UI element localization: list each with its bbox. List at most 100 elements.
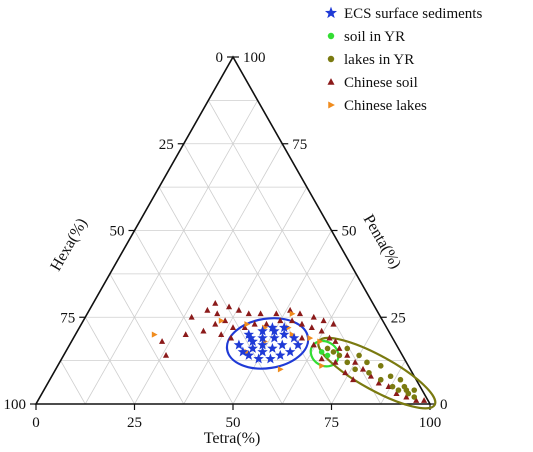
point-ecs-surface-sediments	[237, 346, 249, 357]
point-chinese-soil	[159, 338, 166, 344]
point-ecs-surface-sediments	[292, 339, 304, 350]
point-chinese-soil	[413, 397, 420, 403]
tick-label-tetra: 25	[127, 415, 142, 431]
point-ecs-surface-sediments	[278, 322, 290, 333]
point-chinese-lakes	[218, 317, 225, 324]
point-chinese-soil	[344, 352, 351, 358]
point-chinese-soil	[318, 355, 325, 362]
tick-label-penta: 75	[292, 137, 307, 153]
point-chinese-lakes	[319, 362, 326, 369]
tick-label-penta: 50	[342, 224, 357, 240]
point-chinese-soil	[251, 320, 258, 327]
point-chinese-soil	[227, 334, 235, 341]
grid-line	[84, 100, 258, 405]
point-chinese-soil	[342, 369, 349, 376]
point-ecs-surface-sediments	[243, 329, 254, 340]
point-ecs-surface-sediments	[275, 349, 286, 360]
legend-label-soil-in-yr: soil in YR	[344, 29, 405, 45]
point-chinese-soil	[332, 338, 339, 344]
point-ecs-surface-sediments	[278, 329, 290, 340]
data-points	[151, 299, 428, 403]
point-ecs-surface-sediments	[247, 342, 258, 353]
point-chinese-soil	[212, 320, 219, 327]
point-chinese-soil	[310, 313, 317, 320]
point-lakes-in-yr	[344, 359, 351, 366]
legend-label-chinese-soil: Chinese soil	[344, 75, 418, 91]
point-chinese-soil	[367, 372, 374, 379]
tick-label-tetra: 50	[226, 415, 241, 431]
point-ecs-surface-sediments	[257, 325, 268, 336]
point-chinese-lakes	[289, 310, 296, 317]
point-chinese-soil	[403, 393, 410, 400]
point-lakes-in-yr	[330, 349, 337, 355]
point-lakes-in-yr	[377, 363, 384, 369]
point-chinese-soil	[204, 306, 211, 313]
point-lakes-in-yr	[364, 359, 370, 366]
point-lakes-in-yr	[344, 345, 351, 352]
point-chinese-soil	[277, 317, 284, 324]
point-ecs-surface-sediments	[257, 339, 268, 350]
tick-label-tetra: 100	[419, 415, 442, 431]
grid-line	[109, 273, 185, 405]
grid-layer	[60, 99, 406, 405]
point-ecs-surface-sediments	[269, 332, 280, 343]
point-chinese-soil	[212, 299, 219, 306]
point-chinese-soil	[188, 313, 195, 320]
point-chinese-lakes	[244, 321, 251, 328]
point-ecs-surface-sediments	[245, 332, 256, 343]
point-chinese-lakes	[317, 338, 324, 345]
point-chinese-lakes	[151, 331, 158, 338]
point-chinese-soil	[263, 320, 270, 327]
point-chinese-soil	[229, 324, 237, 331]
point-chinese-soil	[296, 310, 304, 317]
axis-label-penta: Penta(%)	[360, 212, 404, 272]
legend-marker-chinese-lakes	[328, 101, 335, 109]
point-ecs-surface-sediments	[265, 353, 276, 364]
tick-label-hexa: 75	[60, 310, 75, 326]
point-chinese-soil	[298, 334, 306, 341]
point-chinese-soil	[222, 317, 229, 324]
point-chinese-soil	[393, 390, 400, 396]
point-chinese-soil	[245, 310, 252, 317]
point-chinese-soil	[320, 317, 327, 324]
point-chinese-soil	[273, 310, 280, 317]
point-lakes-in-yr	[366, 369, 372, 376]
point-ecs-surface-sediments	[288, 332, 300, 343]
point-ecs-surface-sediments	[277, 339, 288, 350]
legend-label-ecs-surface-sediments: ECS surface sediments	[344, 6, 482, 22]
point-chinese-soil	[332, 358, 339, 365]
axis-label-hexa: Hexa(%)	[47, 215, 91, 274]
point-chinese-soil	[352, 358, 359, 365]
grid-line	[158, 186, 283, 405]
point-lakes-in-yr	[387, 373, 394, 380]
point-chinese-soil	[235, 306, 242, 313]
grid-line	[281, 273, 357, 405]
legend-marker-chinese-soil	[327, 78, 335, 85]
point-ecs-surface-sediments	[243, 349, 254, 360]
point-chinese-soil	[359, 365, 367, 372]
point-lakes-in-yr	[352, 366, 358, 373]
point-soil-in-yr	[324, 352, 331, 359]
point-chinese-soil	[421, 397, 428, 403]
grid-line	[134, 230, 234, 405]
point-lakes-in-yr	[389, 383, 396, 390]
grid-line	[232, 230, 332, 405]
grid-line	[331, 317, 382, 405]
legend-marker-lakes-in-yr	[327, 55, 335, 63]
point-chinese-soil	[162, 352, 170, 358]
point-lakes-in-yr	[324, 345, 331, 352]
legend-marker-soil-in-yr	[327, 32, 335, 40]
grid-line	[208, 100, 382, 405]
grid-line	[183, 186, 308, 405]
point-lakes-in-yr	[377, 376, 384, 383]
point-lakes-in-yr	[411, 387, 418, 393]
point-chinese-soil	[330, 320, 337, 327]
point-ecs-surface-sediments	[257, 332, 268, 343]
point-chinese-soil	[326, 334, 333, 341]
tick-label-hexa: 50	[110, 224, 125, 240]
point-soil-in-yr	[318, 349, 325, 355]
point-chinese-soil	[350, 376, 357, 383]
tick-label-tetra: 0	[32, 415, 40, 431]
point-chinese-soil	[218, 331, 225, 337]
